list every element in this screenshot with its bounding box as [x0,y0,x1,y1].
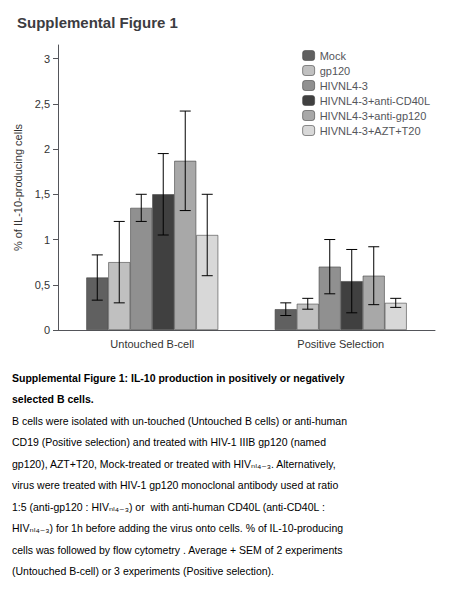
svg-text:HIVNL4-3: HIVNL4-3 [320,80,368,92]
svg-text:virus were treated with HIV-1: virus were treated with HIV-1 gp120 mono… [12,479,338,491]
svg-text:0,5: 0,5 [35,279,50,291]
svg-text:B cells were isolated with un-: B cells were isolated with un-touched (U… [12,415,347,427]
svg-text:Untouched B-cell: Untouched B-cell [110,338,194,350]
svg-text:CD19 (Positive selection) and: CD19 (Positive selection) and treated wi… [12,436,326,448]
svg-text:gp120), AZT+T20, Mock-treated: gp120), AZT+T20, Mock-treated or treated… [12,458,336,470]
svg-text:3: 3 [44,53,50,65]
svg-text:selected B cells.: selected B cells. [12,393,94,405]
svg-text:Positive Selection: Positive Selection [297,338,384,350]
svg-text:1,5: 1,5 [35,188,50,200]
svg-text:% of IL-10-producing cells: % of IL-10-producing cells [12,123,24,251]
svg-text:HIVₙₗ₄₋₃) for 1h before adding: HIVₙₗ₄₋₃) for 1h before adding the virus… [12,522,343,534]
svg-text:2: 2 [44,143,50,155]
svg-text:HIVNL4-3+AZT+T20: HIVNL4-3+AZT+T20 [320,125,421,137]
svg-text:1: 1 [44,234,50,246]
svg-text:Mock: Mock [320,50,347,62]
svg-text:(Untouched B-cell) or 3 experi: (Untouched B-cell) or 3 experiments (Pos… [12,565,274,577]
svg-text:HIVNL4-3+anti-gp120: HIVNL4-3+anti-gp120 [320,110,427,122]
svg-text:gp120: gp120 [320,65,351,77]
svg-text:0: 0 [44,324,50,336]
svg-text:1:5 (anti-gp120 : HIVₙₗ₄₋₃) or: 1:5 (anti-gp120 : HIVₙₗ₄₋₃) or with anti… [12,501,325,513]
svg-text:HIVNL4-3+anti-CD40L: HIVNL4-3+anti-CD40L [320,95,430,107]
svg-text:cells was followed by flow cyt: cells was followed by flow cytometry . A… [12,544,342,556]
svg-text:Supplemental Figure 1: IL-10 p: Supplemental Figure 1: IL-10 production … [12,372,345,384]
svg-text:Supplemental Figure 1: Supplemental Figure 1 [17,14,178,31]
svg-text:2,5: 2,5 [35,98,50,110]
